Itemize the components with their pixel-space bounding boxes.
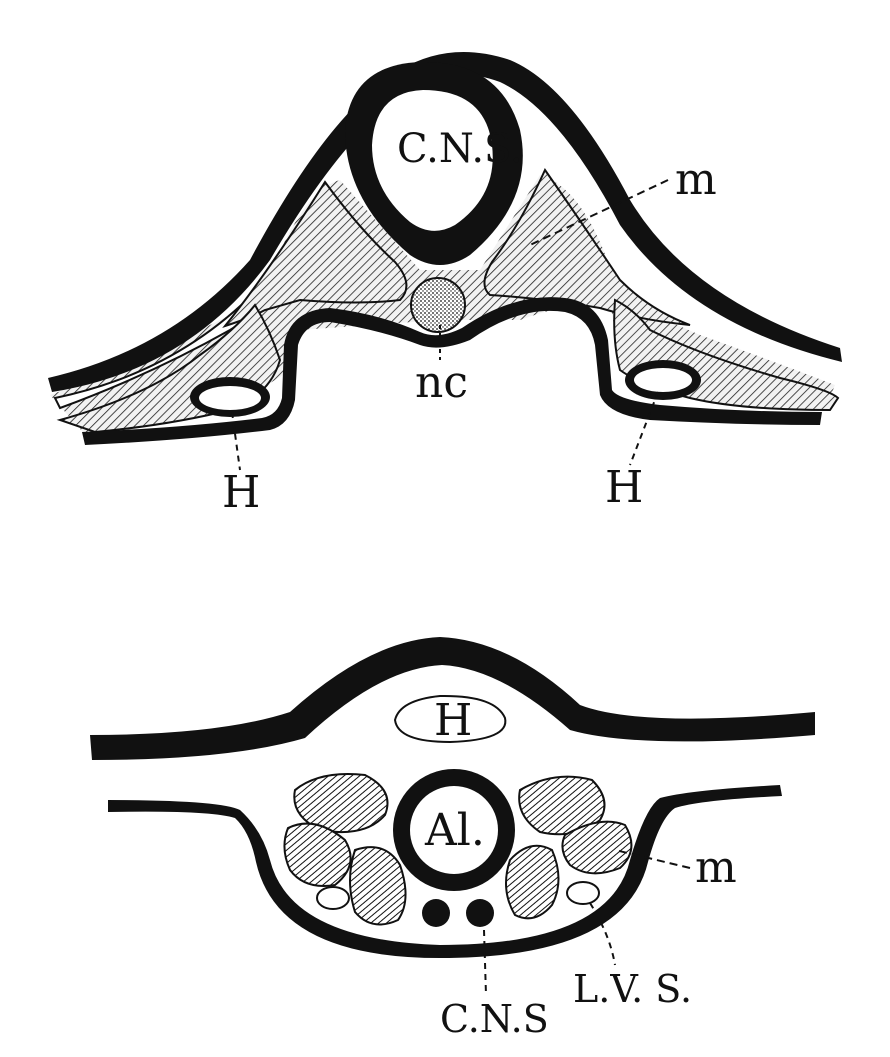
bottom-muscle-left-1 <box>293 773 389 834</box>
bottom-muscle-right-2 <box>561 820 633 875</box>
top-vessel-left-lumen <box>199 386 261 410</box>
bottom-nerve-cord-right <box>466 899 494 927</box>
label-top-h-left: H <box>222 467 260 518</box>
label-bottom-cns: C.N.S <box>440 997 549 1041</box>
label-top-m: m <box>675 154 717 205</box>
label-bottom-lvs: L.V. S. <box>573 967 692 1011</box>
label-bottom-al: Al. <box>424 805 485 856</box>
label-top-nc: nc <box>415 357 468 408</box>
top-vessel-right-lumen <box>634 368 692 392</box>
bottom-lateral-vessel-left <box>316 886 350 910</box>
top-muscle-left <box>222 180 408 328</box>
bottom-vessel-h <box>393 694 507 744</box>
bottom-alimentary-lumen <box>410 786 498 874</box>
leader-top-h-left <box>231 411 241 471</box>
top-notochord <box>410 277 466 333</box>
bottom-muscle-right-3 <box>505 844 560 920</box>
bottom-dorsal-wall <box>90 637 815 760</box>
label-bottom-m: m <box>695 842 737 893</box>
top-cns-lumen <box>372 90 493 231</box>
bottom-lateral-vessel-right <box>566 881 600 905</box>
label-top-h-right: H <box>605 462 643 513</box>
bottom-muscle-left-3 <box>349 846 407 926</box>
bottom-nerve-cord-left <box>422 899 450 927</box>
bottom-section: H Al. m L.V. S. C.N.S <box>90 637 815 1041</box>
leader-top-h-right <box>629 391 659 466</box>
bottom-muscle-left-2 <box>283 822 352 887</box>
top-outer-skin <box>48 52 842 392</box>
label-bottom-h: H <box>434 695 472 746</box>
top-gut-wall <box>82 297 822 445</box>
bottom-ventral-wall <box>108 785 782 958</box>
leader-bottom-cns <box>483 929 487 996</box>
leader-bottom-lvs <box>589 902 616 966</box>
top-section: C.N.S. m nc H H <box>48 52 842 518</box>
top-muscle-right <box>483 167 691 326</box>
bottom-muscle-right-1 <box>518 775 606 836</box>
label-top-cns: C.N.S. <box>397 126 523 172</box>
